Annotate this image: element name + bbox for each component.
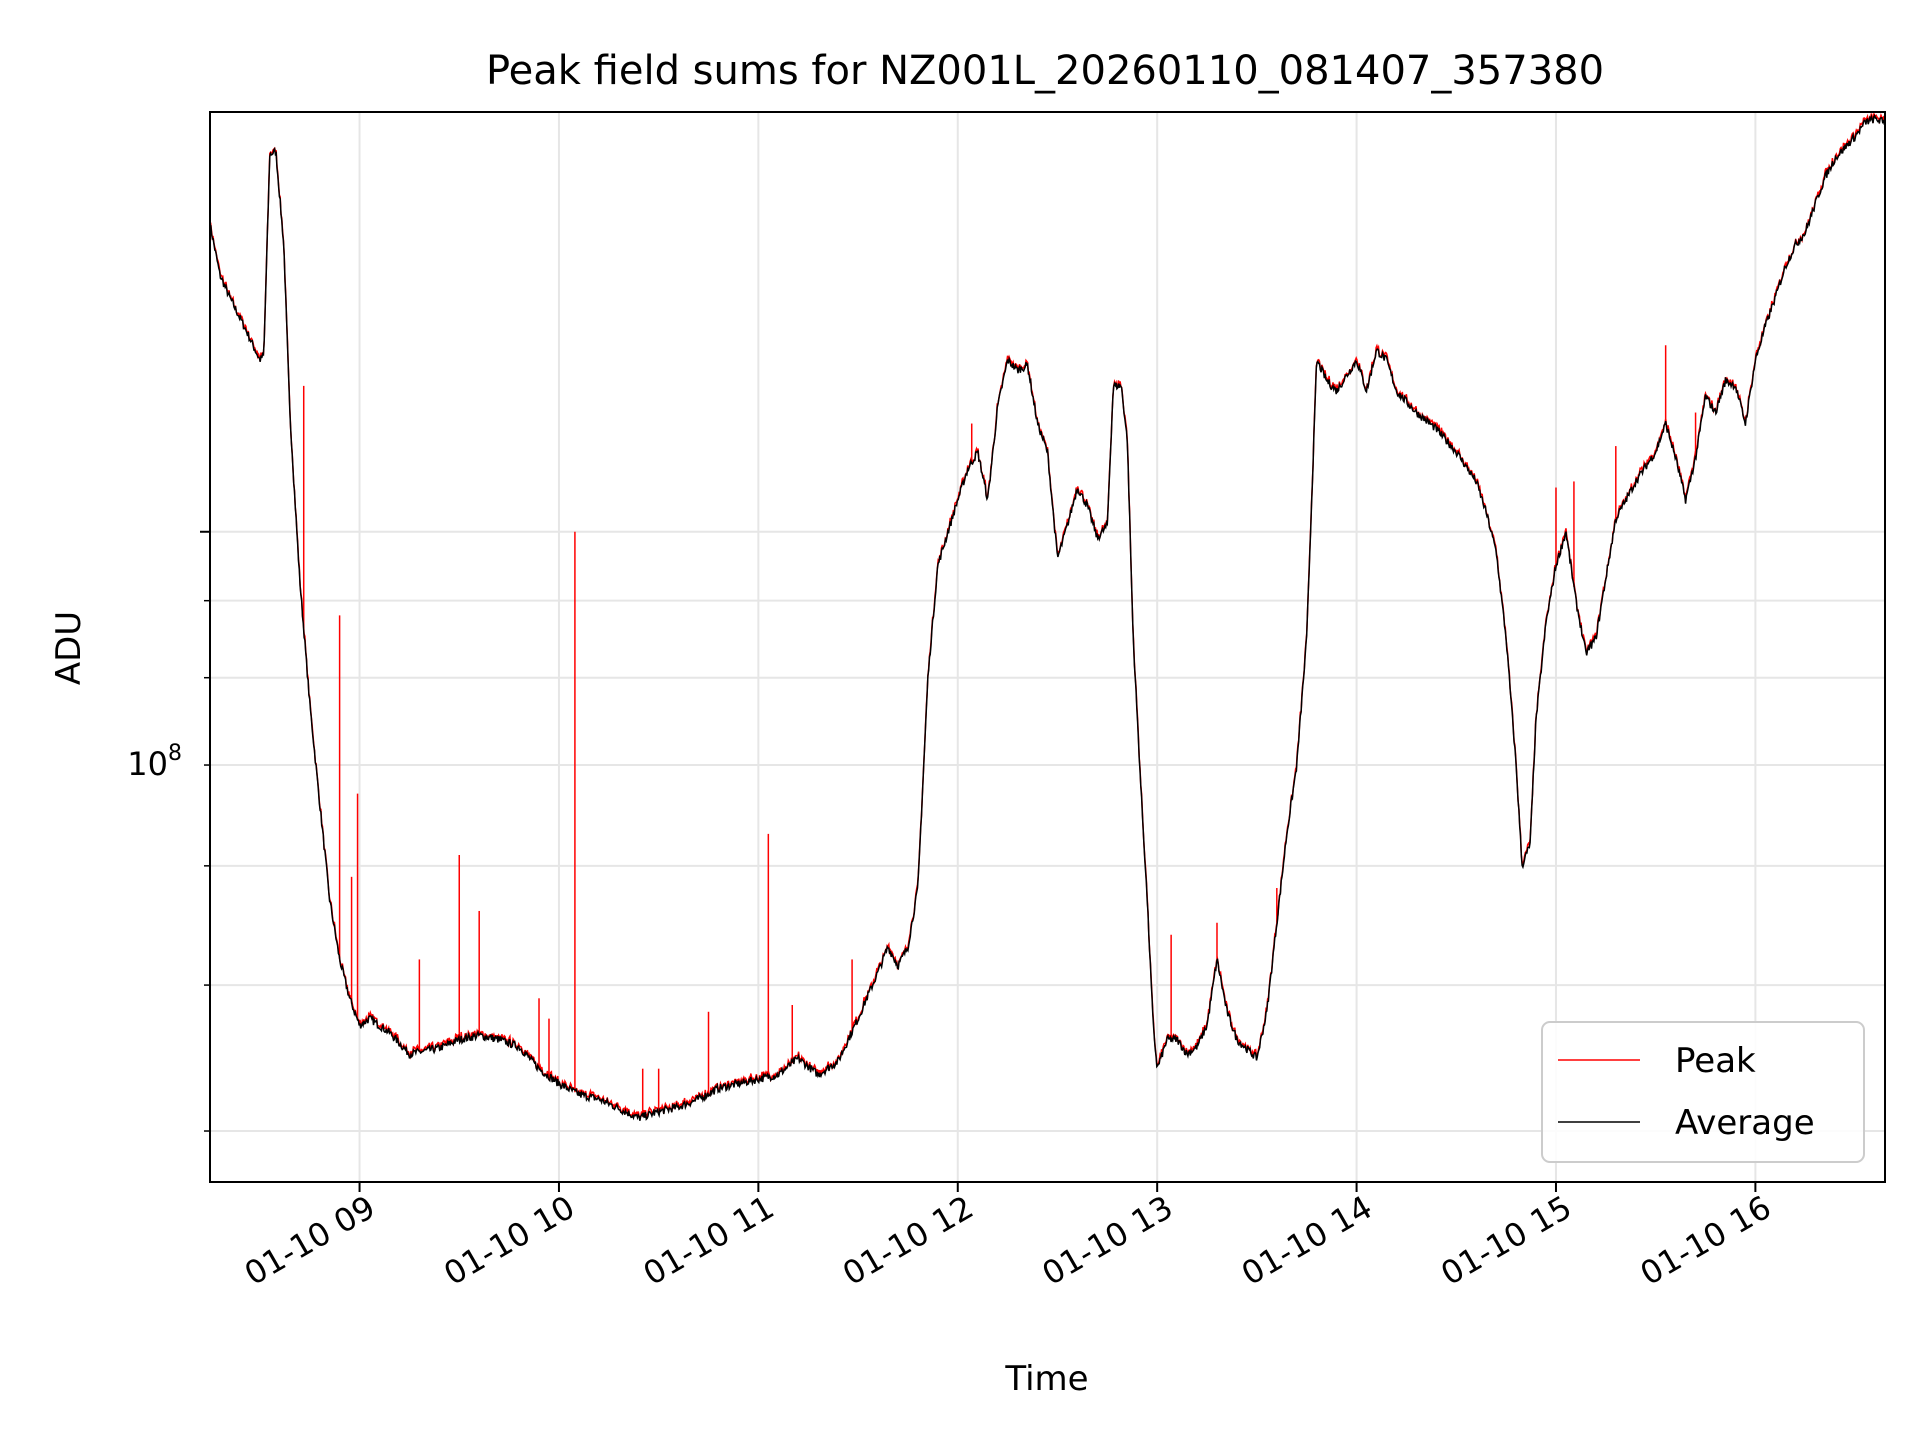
y-axis: 108 (127, 530, 210, 1132)
y-tick-base: 10 (127, 745, 168, 783)
legend-box (1541, 1021, 1865, 1163)
grid (210, 112, 1885, 1182)
series-average-line (210, 113, 1885, 1121)
y-tick-label-1e8: 108 (127, 741, 182, 783)
series-layer (210, 113, 1885, 1121)
plot-frame (209, 111, 1886, 1183)
y-tick-exponent: 8 (168, 741, 182, 766)
y-axis-label: ADU (49, 611, 89, 685)
x-axis-label: Time (1004, 1359, 1088, 1399)
plot-area (210, 113, 1885, 1121)
chart-title: Peak field sums for NZ001L_20260110_0814… (486, 48, 1604, 94)
legend[interactable]: Peak Average (1541, 1021, 1865, 1163)
legend-peak-label: Peak (1675, 1041, 1756, 1081)
legend-average-label: Average (1675, 1103, 1815, 1143)
